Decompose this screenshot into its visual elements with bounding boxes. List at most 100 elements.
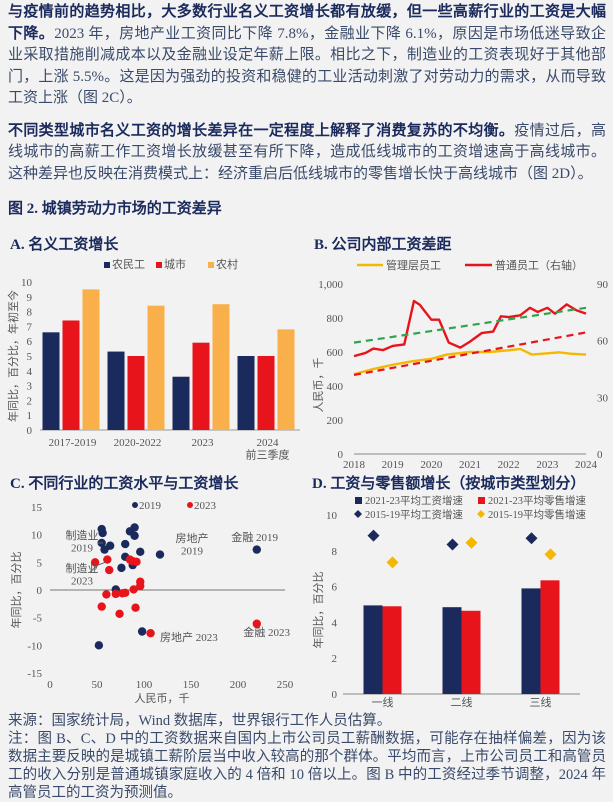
x-tick-label: 2020-2022 bbox=[114, 437, 162, 449]
x-tick-label: 2023 bbox=[536, 459, 559, 471]
legend-swatch bbox=[104, 262, 110, 268]
bar-农民工 bbox=[107, 351, 125, 430]
y2-tick-label: 0 bbox=[597, 449, 603, 461]
diamond-2015-19平均零售增速 bbox=[465, 536, 478, 549]
x-tick-label: 二线 bbox=[451, 695, 473, 709]
point-2023 bbox=[252, 619, 261, 628]
y-tick-label: 10 bbox=[326, 510, 338, 522]
y-tick-label: 4 bbox=[332, 617, 338, 629]
y-tick-label: -10 bbox=[27, 640, 42, 652]
footer: 来源：国家统计局，Wind 数据库，世界银行工作人员估算。 注：图 B、C、D … bbox=[8, 712, 606, 802]
bar-2021-23平均零售增速 bbox=[461, 610, 481, 694]
diamond-2015-19平均工资增速 bbox=[446, 538, 459, 551]
annotation: 制造业 2019 bbox=[66, 528, 99, 555]
legend-label: 农村 bbox=[216, 257, 238, 271]
y-tick-label: 400 bbox=[327, 381, 344, 393]
x-tick-label: 2024 前三季度 bbox=[246, 437, 290, 462]
y-axis-label: 年同比，百分比，年初至今 bbox=[6, 290, 20, 422]
bar-2021-23平均工资增速 bbox=[442, 607, 462, 694]
bar-农民工 bbox=[42, 332, 60, 430]
bar-农民工 bbox=[172, 376, 190, 430]
y-tick-label: 9 bbox=[27, 292, 33, 304]
legend-label: 2015-19平均零售增速 bbox=[488, 508, 586, 521]
legend-label: 城市 bbox=[164, 257, 186, 271]
x-tick-label: 2020 bbox=[420, 459, 443, 471]
x-tick-label: 150 bbox=[183, 679, 200, 691]
line-普通员工（右轴） bbox=[353, 299, 587, 358]
y-tick-label: 1 bbox=[27, 410, 33, 422]
x-tick-label: 100 bbox=[136, 679, 153, 691]
y-tick-label: 1,000 bbox=[318, 279, 343, 291]
legend-marker bbox=[477, 510, 485, 518]
y-tick-label: -15 bbox=[27, 668, 42, 680]
y-tick-label: 2 bbox=[332, 653, 338, 665]
paragraph-wages-by-industry: 与疫情前的趋势相比，大多数行业名义工资增长都有放缓，但一些高薪行业的工资是大幅下… bbox=[8, 2, 606, 110]
paragraph-body: 疫情过后，高线城市的高薪工作工资增长放缓甚至有所下降，造成低线城市的工资增速高于… bbox=[8, 122, 606, 182]
y-tick-label: 6 bbox=[332, 582, 338, 594]
paragraph-lead: 不同类型城市名义工资的增长差异在一定程度上解释了消费复苏的不均衡。 bbox=[8, 122, 515, 139]
legend-label: 2023 bbox=[194, 500, 217, 512]
legend-label: 2019 bbox=[139, 500, 162, 512]
x-tick-label: 2021 bbox=[459, 459, 481, 471]
footnote: 注：图 B、C、D 中的工资数据来自国内上市公司员工薪酬数据，可能存在抽样偏差，… bbox=[8, 731, 606, 801]
x-tick-label: 200 bbox=[230, 679, 247, 691]
point-2019 bbox=[136, 547, 145, 557]
legend-label: 农民工 bbox=[112, 257, 145, 271]
point-2023 bbox=[136, 581, 145, 591]
y-axis-label: 人民币，千 bbox=[312, 358, 325, 413]
y2-tick-label: 60 bbox=[597, 336, 609, 348]
y-tick-label: 0 bbox=[332, 689, 338, 701]
y-tick-label: -5 bbox=[33, 613, 43, 625]
bar-农村 bbox=[277, 329, 295, 430]
point-2019 bbox=[130, 523, 139, 532]
legend-swatch bbox=[355, 497, 362, 504]
point-2023 bbox=[115, 609, 124, 618]
y2-tick-label: 30 bbox=[597, 392, 609, 404]
x-tick-label: 0 bbox=[47, 679, 53, 691]
chart-a-title: A. 名义工资增长 bbox=[10, 237, 119, 253]
paragraph-body: 2023 年，房地产业工资同比下降 7.8%，金融业下降 6.1%，原因是市场低… bbox=[8, 25, 606, 107]
source-note: 来源：国家统计局，Wind 数据库，世界银行工作人员估算。 bbox=[8, 713, 392, 729]
point-2019 bbox=[105, 541, 115, 550]
y-tick-label: 800 bbox=[327, 313, 344, 325]
diamond-2015-19平均工资增速 bbox=[525, 532, 538, 545]
chart-b-title: B. 公司内部工资差距 bbox=[314, 237, 452, 253]
legend-marker bbox=[187, 502, 193, 508]
legend-label: 普通员工（右轴） bbox=[495, 258, 583, 272]
figure-charts: 0 1 2 3 4 5 6 7 8 9 10 2017-2019 2020-2022 2023 2024 前三… bbox=[6, 257, 609, 709]
point-2023 bbox=[132, 557, 141, 566]
y-tick-label: 3 bbox=[27, 381, 33, 393]
point-2019 bbox=[155, 550, 165, 559]
y-tick-label: 0 bbox=[27, 425, 33, 437]
y-tick-label: 6 bbox=[27, 336, 33, 348]
y-tick-label: 0 bbox=[37, 585, 43, 597]
x-axis-label: 人民币，千 bbox=[135, 692, 190, 705]
point-2019 bbox=[252, 545, 261, 554]
diamond-2015-19平均工资增速 bbox=[367, 529, 380, 542]
bar-农村 bbox=[82, 289, 100, 430]
chart-d-title: D. 工资与零售额增长（按城市类型划分） bbox=[312, 476, 586, 492]
paragraph-lead: 与疫情前的趋势相比，大多数行业名义工资增长都有放缓，但一些高薪行业的工资是大幅下… bbox=[8, 4, 606, 42]
y-tick-label: 10 bbox=[21, 277, 33, 289]
point-2023 bbox=[121, 588, 130, 597]
trend-line bbox=[353, 331, 587, 377]
legend-marker bbox=[132, 502, 138, 508]
bar-农村 bbox=[147, 305, 165, 430]
point-2019 bbox=[137, 627, 147, 636]
point-2023 bbox=[146, 628, 155, 638]
legend-swatch bbox=[478, 497, 485, 504]
bar-城市 bbox=[192, 342, 210, 430]
bar-农民工 bbox=[237, 356, 255, 430]
diamond-2015-19平均零售增速 bbox=[544, 548, 557, 561]
point-2023 bbox=[111, 589, 121, 599]
legend-swatch bbox=[208, 262, 214, 268]
x-tick-label: 2019 bbox=[382, 459, 405, 471]
bar-城市 bbox=[127, 356, 145, 430]
bar-城市 bbox=[62, 320, 80, 430]
point-2023 bbox=[90, 558, 100, 567]
y-tick-label: 200 bbox=[327, 415, 344, 427]
x-tick-label: 250 bbox=[277, 679, 294, 691]
bar-2021-23平均零售增速 bbox=[540, 580, 560, 694]
paragraph-wages-by-city: 不同类型城市名义工资的增长差异在一定程度上解释了消费复苏的不均衡。疫情过后，高线… bbox=[8, 121, 606, 186]
y-tick-label: 0 bbox=[338, 449, 344, 461]
